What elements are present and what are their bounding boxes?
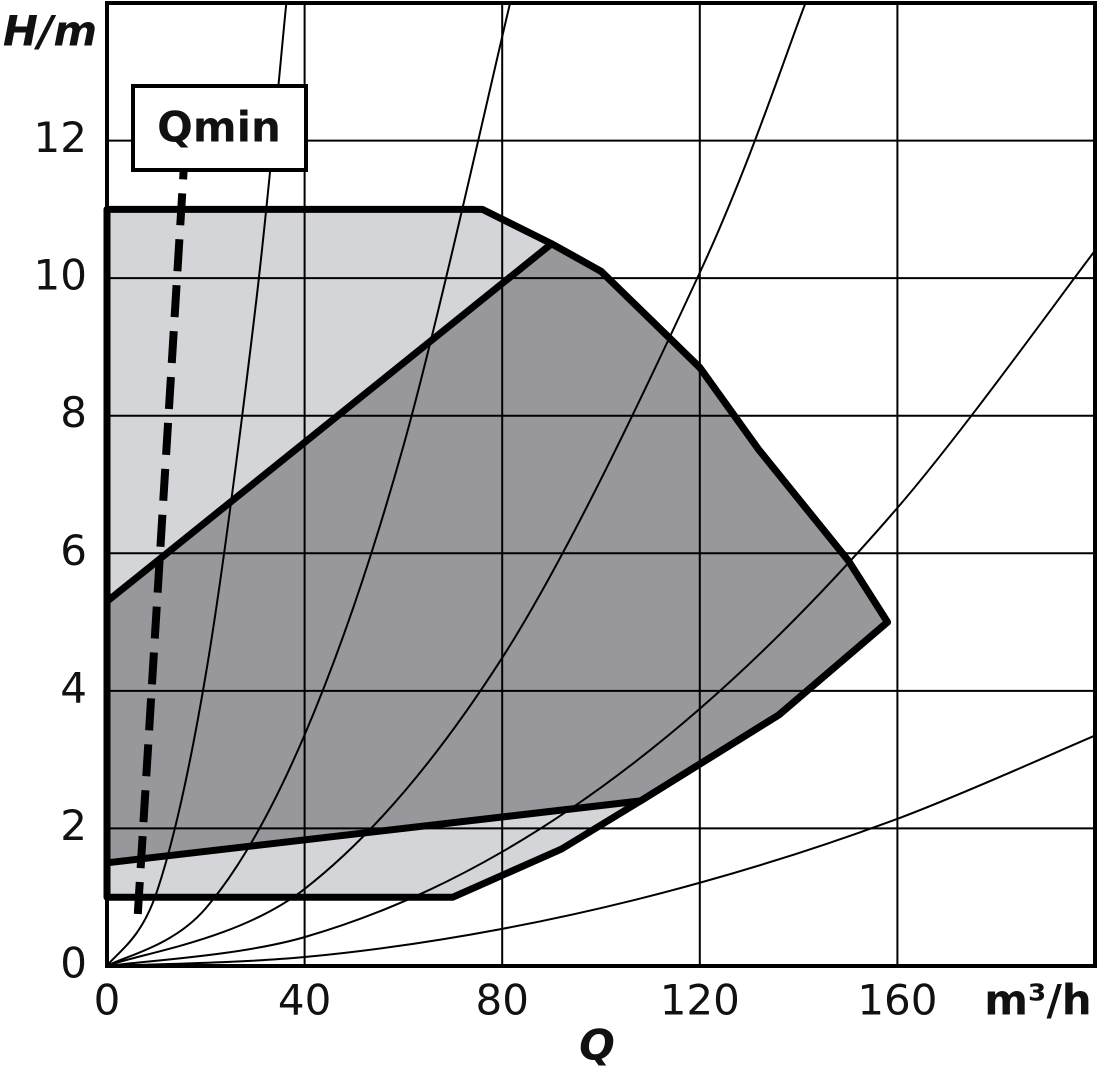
x-tick-label: 40 — [278, 976, 331, 1025]
y-tick-label: 2 — [60, 801, 87, 850]
x-tick-label: 0 — [94, 976, 121, 1025]
x-axis-label: Q — [579, 1021, 615, 1070]
system-curve — [106, 734, 1096, 967]
system-curve — [106, 2, 807, 967]
x-axis-unit: m³/h — [984, 976, 1091, 1025]
system-curve — [106, 2, 512, 967]
system-curve — [106, 250, 1096, 967]
qmin-label: Qmin — [157, 103, 281, 152]
y-tick-label: 8 — [60, 388, 87, 437]
y-tick-label: 6 — [60, 526, 87, 575]
region-outline — [103, 240, 892, 867]
y-tick-label: 12 — [34, 113, 87, 162]
y-tick-label: 0 — [60, 939, 87, 988]
y-axis-label: H/m — [3, 7, 97, 56]
qmin-line — [133, 147, 190, 925]
plot-frame — [105, 1, 1097, 968]
x-tick-label: 80 — [475, 976, 528, 1025]
qmin-box — [131, 84, 308, 172]
x-tick-label: 160 — [857, 976, 937, 1025]
y-tick-label: 10 — [34, 251, 87, 300]
y-tick-label: 4 — [60, 663, 87, 712]
x-tick-label: 120 — [660, 976, 740, 1025]
